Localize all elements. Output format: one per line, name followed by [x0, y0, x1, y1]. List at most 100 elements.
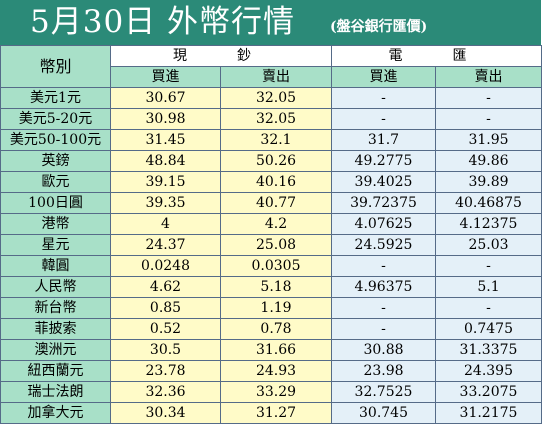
table-row: 美元1元 30.67 32.05 - -	[0, 87, 542, 109]
cash-sell-value: 0.0305	[220, 255, 332, 277]
table-row: 韓圓 0.0248 0.0305 - -	[0, 255, 542, 277]
telegraphic-header: 電 匯	[331, 45, 542, 67]
tt-buy-value: 49.2775	[331, 150, 436, 172]
tt-sell-value: 31.95	[435, 129, 542, 151]
tt-sell-value: 31.3375	[435, 339, 542, 361]
cash-sell-value: 4.2	[220, 213, 332, 235]
cash-buy-value: 30.98	[110, 108, 221, 130]
cash-buy-value: 0.52	[110, 318, 221, 340]
tt-sell-value: 25.03	[435, 234, 542, 256]
tt-sell-value: -	[435, 297, 542, 319]
cash-sell-value: 25.08	[220, 234, 332, 256]
cash-sell-value: 40.77	[220, 192, 332, 214]
currency-name: 瑞士法朗	[0, 381, 111, 403]
currency-name: 港幣	[0, 213, 111, 235]
currency-name: 澳洲元	[0, 339, 111, 361]
tt-buy-value: -	[331, 108, 436, 130]
cash-sell-value: 24.93	[220, 360, 332, 382]
cash-buy-value: 48.84	[110, 150, 221, 172]
tt-sell-value: 4.12375	[435, 213, 542, 235]
cash-buy-value: 32.36	[110, 381, 221, 403]
table-row: 星元 24.37 25.08 24.5925 25.03	[0, 234, 542, 256]
currency-name: 歐元	[0, 171, 111, 193]
tt-sell-value: 31.2175	[435, 402, 542, 424]
cash-header: 現 鈔	[110, 45, 332, 67]
currency-name: 美元5-20元	[0, 108, 111, 130]
cash-buy-value: 31.45	[110, 129, 221, 151]
table-row: 英鎊 48.84 50.26 49.2775 49.86	[0, 150, 542, 172]
tt-sell-value: 0.7475	[435, 318, 542, 340]
cash-buy-value: 24.37	[110, 234, 221, 256]
tt-sell-header: 賣出	[435, 66, 542, 88]
tt-buy-value: 4.07625	[331, 213, 436, 235]
currency-header: 幣別	[0, 45, 111, 88]
tt-buy-value: 32.7525	[331, 381, 436, 403]
currency-name: 人民幣	[0, 276, 111, 298]
tt-buy-value: -	[331, 87, 436, 109]
tt-sell-value: 33.2075	[435, 381, 542, 403]
tt-buy-value: -	[331, 297, 436, 319]
tt-buy-value: -	[331, 318, 436, 340]
table-row: 美元5-20元 30.98 32.05 - -	[0, 108, 542, 130]
tt-buy-value: 39.4025	[331, 171, 436, 193]
tt-sell-value: 40.46875	[435, 192, 542, 214]
cash-buy-value: 0.0248	[110, 255, 221, 277]
currency-name: 韓圓	[0, 255, 111, 277]
table-row: 菲披索 0.52 0.78 - 0.7475	[0, 318, 542, 340]
tt-sell-value: -	[435, 255, 542, 277]
cash-buy-value: 39.35	[110, 192, 221, 214]
cash-sell-value: 5.18	[220, 276, 332, 298]
cash-buy-value: 39.15	[110, 171, 221, 193]
cash-sell-value: 31.66	[220, 339, 332, 361]
cash-sell-value: 31.27	[220, 402, 332, 424]
tt-sell-value: 5.1	[435, 276, 542, 298]
cash-buy-value: 0.85	[110, 297, 221, 319]
cash-sell-value: 0.78	[220, 318, 332, 340]
cash-buy-value: 30.5	[110, 339, 221, 361]
cash-sell-value: 33.29	[220, 381, 332, 403]
currency-name: 新台幣	[0, 297, 111, 319]
tt-buy-value: 4.96375	[331, 276, 436, 298]
tt-buy-value: 24.5925	[331, 234, 436, 256]
table-row: 澳洲元 30.5 31.66 30.88 31.3375	[0, 339, 542, 361]
title-bar: 5月30日 外幣行情 (盤谷銀行匯價)	[0, 0, 541, 45]
currency-name: 100日圓	[0, 192, 111, 214]
currency-name: 星元	[0, 234, 111, 256]
tt-buy-value: 39.72375	[331, 192, 436, 214]
tt-sell-value: 39.89	[435, 171, 542, 193]
tt-buy-value: 30.88	[331, 339, 436, 361]
cash-sell-value: 32.1	[220, 129, 332, 151]
currency-name: 加拿大元	[0, 402, 111, 424]
cash-buy-value: 23.78	[110, 360, 221, 382]
tt-sell-value: 24.395	[435, 360, 542, 382]
table-row: 港幣 4 4.2 4.07625 4.12375	[0, 213, 542, 235]
currency-name: 美元1元	[0, 87, 111, 109]
table-row: 紐西蘭元 23.78 24.93 23.98 24.395	[0, 360, 542, 382]
cash-sell-value: 32.05	[220, 87, 332, 109]
cash-buy-value: 30.34	[110, 402, 221, 424]
header-row-group: 幣別 現 鈔 電 匯	[0, 45, 542, 88]
cash-sell-value: 40.16	[220, 171, 332, 193]
tt-sell-value: 49.86	[435, 150, 542, 172]
tt-buy-value: 23.98	[331, 360, 436, 382]
cash-sell-header: 賣出	[220, 66, 332, 88]
currency-name: 菲披索	[0, 318, 111, 340]
currency-name: 英鎊	[0, 150, 111, 172]
cash-sell-value: 50.26	[220, 150, 332, 172]
rates-table: 幣別 現 鈔 電 匯 買進 賣出 買進 賣出 美元1元 30.67 32.05 …	[0, 45, 542, 424]
table-row: 瑞士法朗 32.36 33.29 32.7525 33.2075	[0, 381, 542, 403]
header-row-sub: 買進 賣出 買進 賣出	[1, 66, 542, 88]
table-row: 歐元 39.15 40.16 39.4025 39.89	[0, 171, 542, 193]
source-note: (盤谷銀行匯價)	[330, 19, 428, 35]
tt-sell-value: -	[435, 108, 542, 130]
tt-buy-value: 31.7	[331, 129, 436, 151]
tt-buy-value: -	[331, 255, 436, 277]
currency-name: 紐西蘭元	[0, 360, 111, 382]
tt-buy-header: 買進	[331, 66, 436, 88]
cash-buy-header: 買進	[110, 66, 221, 88]
table-row: 人民幣 4.62 5.18 4.96375 5.1	[0, 276, 542, 298]
tt-sell-value: -	[435, 87, 542, 109]
cash-sell-value: 32.05	[220, 108, 332, 130]
page-title: 5月30日 外幣行情	[30, 4, 296, 40]
